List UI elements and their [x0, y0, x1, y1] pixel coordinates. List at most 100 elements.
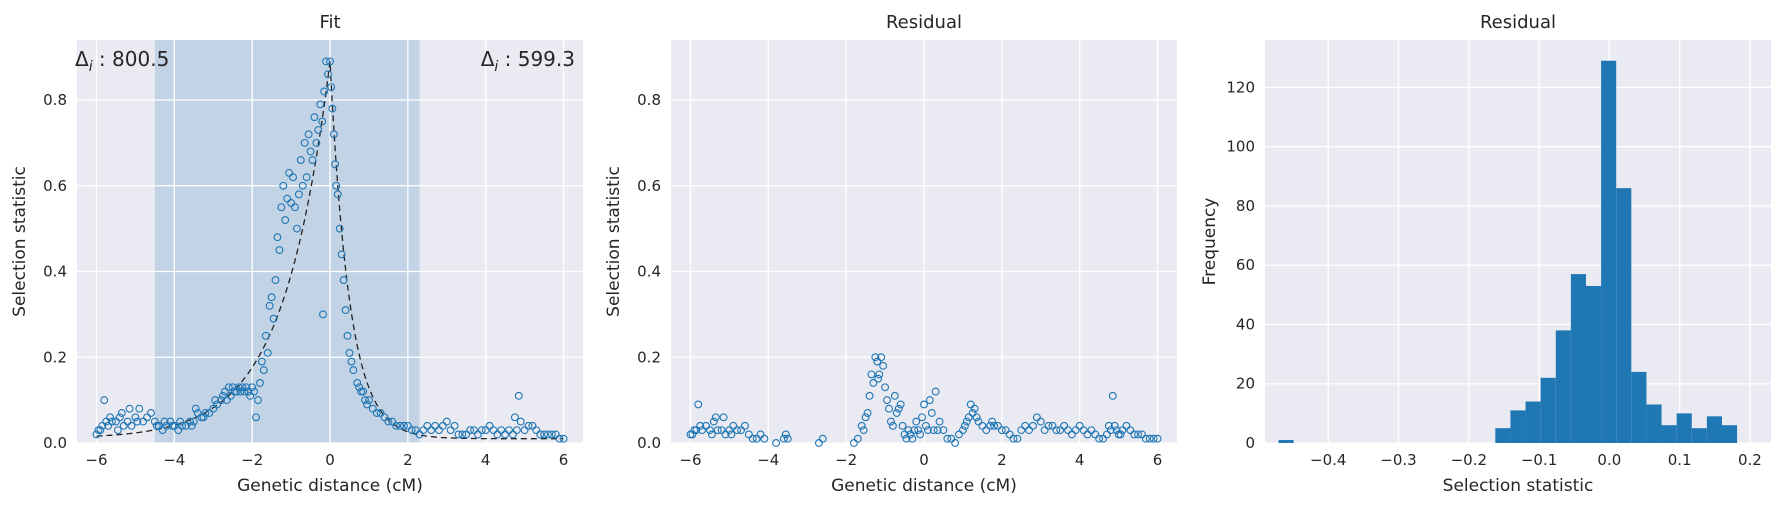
data-point	[320, 87, 329, 96]
data-point	[458, 430, 467, 439]
data-point	[127, 421, 136, 430]
data-point	[337, 250, 346, 259]
data-point	[1116, 430, 1125, 439]
data-point	[1110, 421, 1119, 430]
y-tick-label: 40	[1236, 315, 1255, 333]
data-point	[248, 383, 257, 392]
data-point	[729, 421, 738, 430]
data-point	[326, 57, 334, 66]
y-tick-label: 100	[1226, 138, 1255, 156]
data-point	[1083, 430, 1092, 439]
data-point	[927, 409, 936, 417]
histogram-bar	[1721, 425, 1738, 443]
x-tick-label: −0.4	[1310, 451, 1346, 469]
data-point	[111, 417, 120, 426]
data-point	[446, 426, 455, 435]
y-axis-label: Selection statistic	[604, 166, 624, 317]
data-point	[1134, 430, 1143, 439]
data-point	[291, 203, 299, 212]
data-point	[890, 391, 899, 400]
data-point	[222, 396, 231, 405]
histogram-bar	[1601, 60, 1617, 443]
y-tick-label: 0.0	[43, 434, 67, 452]
y-tick-label: 0.8	[43, 91, 67, 109]
data-point	[287, 198, 296, 207]
delta-subscript: i	[494, 59, 498, 75]
data-point	[201, 409, 210, 417]
data-point	[1141, 434, 1150, 443]
data-point	[958, 426, 967, 435]
data-point	[242, 383, 251, 392]
data-point	[849, 439, 858, 447]
data-point	[904, 426, 913, 435]
data-point	[119, 421, 128, 430]
data-point	[298, 181, 307, 190]
y-tick-label: 0.2	[43, 348, 67, 366]
data-point	[717, 426, 726, 435]
data-point	[312, 138, 321, 147]
data-point	[359, 387, 368, 396]
data-point	[781, 430, 790, 439]
data-point	[925, 396, 934, 405]
data-point	[1060, 421, 1069, 430]
data-point	[331, 160, 340, 169]
data-point	[888, 421, 897, 430]
fit-curve	[96, 61, 564, 440]
x-tick-label: −0.1	[1521, 451, 1557, 469]
data-point	[505, 426, 513, 435]
x-tick-label: 0	[919, 451, 929, 469]
data-point	[508, 430, 517, 439]
y-tick-label: 0	[1245, 434, 1255, 452]
data-point	[415, 430, 424, 439]
data-point	[100, 396, 109, 405]
data-point	[916, 430, 925, 439]
x-tick-label: 4	[1075, 451, 1085, 469]
data-point	[1112, 426, 1121, 435]
y-axis-label: Frequency	[1200, 198, 1220, 286]
data-point	[294, 190, 303, 199]
data-point	[267, 293, 276, 302]
data-point	[1052, 426, 1061, 435]
data-point	[1108, 391, 1117, 400]
data-point	[869, 379, 878, 387]
data-point	[978, 421, 987, 430]
data-point	[205, 409, 214, 417]
data-point	[115, 413, 124, 422]
data-point	[939, 426, 948, 435]
data-point	[234, 383, 243, 392]
data-point	[514, 391, 523, 400]
data-point	[162, 421, 171, 430]
data-point	[982, 426, 991, 435]
data-point	[524, 421, 533, 430]
y-tick-label: 0.8	[637, 91, 661, 109]
data-point	[1153, 434, 1162, 443]
data-point	[123, 417, 132, 426]
data-point	[865, 391, 874, 400]
data-point	[1036, 417, 1045, 426]
data-point	[403, 421, 412, 430]
data-point	[224, 383, 233, 392]
data-point	[289, 173, 297, 182]
x-tick-label: 4	[481, 451, 491, 469]
data-point	[193, 409, 202, 417]
y-axis-label: Selection statistic	[10, 166, 30, 317]
data-point	[343, 331, 352, 340]
data-point	[962, 417, 971, 426]
data-point	[372, 409, 381, 417]
histogram-bar	[1691, 428, 1707, 443]
data-point	[986, 421, 995, 430]
data-point	[143, 413, 152, 422]
data-point	[970, 404, 979, 413]
data-point	[923, 426, 932, 435]
x-axis-label: Genetic distance (cM)	[831, 476, 1017, 496]
data-point	[814, 439, 823, 447]
data-point	[304, 130, 313, 139]
data-point	[182, 421, 190, 430]
data-point	[520, 426, 529, 435]
data-point	[1044, 421, 1053, 430]
data-point	[187, 421, 196, 430]
data-point	[1071, 426, 1080, 435]
data-point	[756, 430, 765, 439]
data-point	[431, 421, 440, 430]
data-point	[333, 190, 342, 199]
